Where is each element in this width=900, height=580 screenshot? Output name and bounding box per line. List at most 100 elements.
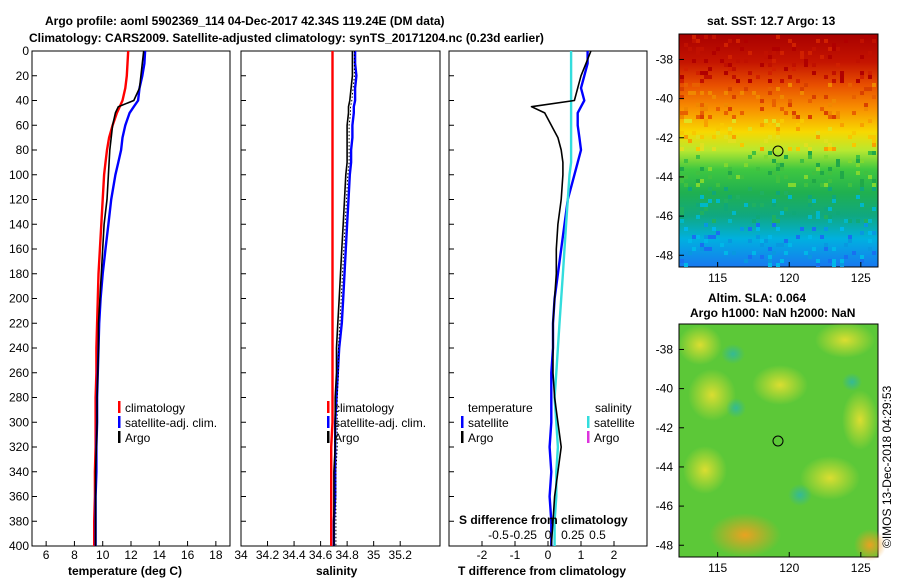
sst-pixel: [776, 243, 780, 247]
sst-pixel: [692, 39, 696, 43]
sst-pixel: [760, 123, 764, 127]
sst-pixel: [860, 203, 864, 207]
temperature-panel-frame: [31, 50, 231, 547]
sst-pixel: [828, 147, 832, 151]
sst-pixel: [800, 87, 804, 91]
sst-pixel: [872, 35, 876, 39]
sst-pixel: [680, 111, 684, 115]
sst-pixel: [768, 263, 772, 267]
sst-pixel: [780, 211, 784, 215]
x-tick-label: 0: [545, 548, 552, 562]
difference-xlabel-top: S difference from climatology: [459, 513, 628, 527]
sst-pixel: [816, 263, 820, 267]
sst-pixel: [696, 179, 700, 183]
sst-pixel: [868, 71, 872, 75]
depth-tick-label: 100: [9, 168, 29, 182]
sst-pixel: [752, 251, 756, 255]
sst-pixel: [728, 107, 732, 111]
sst-pixel: [740, 111, 744, 115]
x-tick-label: 35: [367, 548, 381, 562]
sst-pixel: [732, 67, 736, 71]
depth-tick-label: 160: [9, 242, 29, 256]
sst-pixel: [768, 135, 772, 139]
sst-pixel: [724, 111, 728, 115]
sst-pixel: [836, 115, 840, 119]
sst-pixel: [872, 251, 876, 255]
sst-pixel: [780, 79, 784, 83]
sla-yticks: -38 -40 -42 -44 -46 -48: [656, 342, 684, 552]
sst-pixel: [800, 159, 804, 163]
sst-pixel: [740, 143, 744, 147]
sst-map: [678, 33, 879, 268]
sst-pixel: [756, 223, 760, 227]
sst-pixel: [692, 83, 696, 87]
sst-pixel: [704, 71, 708, 75]
map-y-tick-label: -46: [656, 209, 674, 223]
sst-pixel: [708, 199, 712, 203]
sst-pixel: [772, 215, 776, 219]
sst-pixel: [832, 115, 836, 119]
sst-pixel: [776, 131, 780, 135]
sst-pixel: [828, 55, 832, 59]
sst-pixel: [700, 35, 704, 39]
sst-pixel: [708, 167, 712, 171]
sst-pixel: [684, 227, 688, 231]
sst-pixel: [808, 155, 812, 159]
sst-pixel: [844, 243, 848, 247]
sst-pixel: [724, 63, 728, 67]
sst-pixel: [860, 75, 864, 79]
sst-pixel: [744, 59, 748, 63]
x-tick-label: 34.2: [256, 548, 280, 562]
sst-pixel: [808, 255, 812, 259]
sst-pixel: [688, 47, 692, 51]
sst-pixel: [696, 135, 700, 139]
sst-pixel: [808, 195, 812, 199]
sst-pixel: [788, 103, 792, 107]
sst-pixel: [824, 243, 828, 247]
x-tick-label: 34.6: [309, 548, 333, 562]
sst-pixel: [872, 135, 876, 139]
sst-pixel: [748, 51, 752, 55]
sst-pixel: [768, 235, 772, 239]
sst-pixel: [792, 111, 796, 115]
sst-pixel: [684, 135, 688, 139]
sst-pixel: [872, 231, 876, 235]
sst-pixel: [712, 35, 716, 39]
sst-pixel: [832, 263, 836, 267]
sst-pixel: [852, 95, 856, 99]
sst-pixel: [872, 151, 876, 155]
sst-pixel: [684, 263, 688, 267]
sst-pixel: [808, 215, 812, 219]
sst-pixel: [832, 195, 836, 199]
sst-pixel: [788, 83, 792, 87]
map-y-tick-label: -44: [656, 170, 674, 184]
sst-pixel: [784, 191, 788, 195]
sst-pixel: [868, 239, 872, 243]
sst-pixel: [772, 67, 776, 71]
sst-pixel: [692, 131, 696, 135]
sst-pixel: [872, 207, 876, 211]
sst-pixel: [840, 71, 844, 75]
legend-satellite-adj: satellite-adj. clim.: [125, 416, 217, 430]
sst-pixel: [788, 147, 792, 151]
sst-pixel: [848, 159, 852, 163]
sst-pixel: [700, 203, 704, 207]
sst-pixel: [732, 211, 736, 215]
depth-tick-label: 40: [16, 94, 30, 108]
sst-yticks: -38 -40 -42 -44 -46 -48: [656, 52, 684, 262]
sst-pixel: [816, 215, 820, 219]
sst-pixel: [860, 123, 864, 127]
sst-pixel: [856, 171, 860, 175]
legend-salinity-title: salinity: [595, 401, 632, 415]
sst-pixel: [776, 191, 780, 195]
sst-pixel: [760, 99, 764, 103]
sst-pixel: [784, 239, 788, 243]
sst-pixel: [724, 135, 728, 139]
sst-pixel: [764, 119, 768, 123]
sst-pixel: [788, 183, 792, 187]
sst-pixel: [852, 111, 856, 115]
sst-pixel: [772, 59, 776, 63]
sst-pixel: [832, 259, 836, 263]
sst-pixel: [704, 35, 708, 39]
sst-pixel: [736, 79, 740, 83]
